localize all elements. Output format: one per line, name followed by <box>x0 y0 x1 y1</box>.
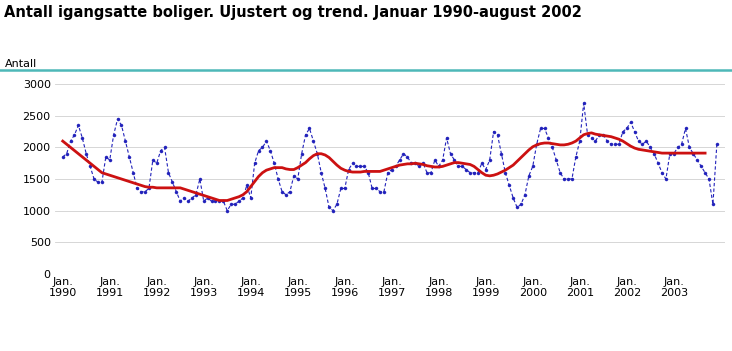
Text: Antall: Antall <box>4 59 37 69</box>
Text: Antall igangsatte boliger. Ujustert og trend. Januar 1990-august 2002: Antall igangsatte boliger. Ujustert og t… <box>4 5 581 20</box>
Legend: Antall boliger, ujustert, Antall boliger, trend: Antall boliger, ujustert, Antall boliger… <box>212 348 568 351</box>
